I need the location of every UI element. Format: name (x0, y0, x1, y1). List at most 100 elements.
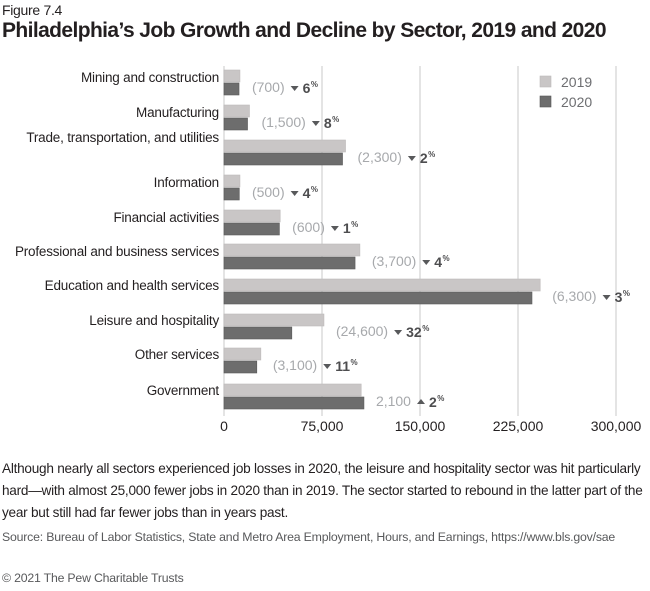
percent-change: 11 (335, 358, 350, 374)
percent-change: 4 (434, 254, 442, 270)
category-label: Leisure and hospitality (89, 313, 219, 328)
percent-symbol: % (437, 394, 444, 403)
up-arrow-icon (416, 399, 425, 404)
percent-symbol: % (443, 254, 450, 263)
bar-2020-9 (223, 396, 365, 410)
percent-symbol: % (428, 150, 435, 159)
x-tick-label: 75,000 (301, 418, 344, 434)
bar-2019-3 (223, 174, 241, 188)
bar-chart: Mining and construction Manufacturing Trad… (15, 66, 642, 434)
annotations: (700) 6 %(1,500) 8 %(2,300) 2 %(500) 4 %(600) 1 %(… (252, 79, 630, 410)
percent-change: 6 (303, 80, 311, 96)
down-arrow-icon (394, 330, 403, 335)
category-label: Information (154, 175, 219, 190)
change-value: (3,700) (372, 253, 416, 269)
legend: 2019 2020 (539, 74, 592, 110)
bar-2020-1 (223, 117, 248, 131)
annotation-5: (3,700) 4% (372, 253, 450, 270)
annotation-2: (2,300) 2% (358, 149, 436, 166)
bar-2020-6 (223, 291, 533, 305)
category-label: Government (147, 383, 220, 398)
change-value: (24,600) (336, 323, 388, 339)
category-label: Professional and business services (15, 244, 220, 259)
annotation-1: (1,500) 8% (261, 114, 339, 131)
down-arrow-icon (290, 86, 299, 91)
percent-symbol: % (332, 115, 339, 124)
change-value: (2,300) (358, 149, 402, 165)
figure-label: Figure 7.4 (2, 2, 63, 18)
percent-change: 8 (324, 115, 332, 131)
down-arrow-icon (330, 226, 339, 231)
legend-swatch-2020 (539, 95, 552, 108)
category-label: Education and health services (45, 278, 220, 293)
category-label: Manufacturing (136, 105, 219, 120)
change-value: (500) (252, 184, 285, 200)
down-arrow-icon (311, 121, 320, 126)
annotation-0: (700) 6% (252, 79, 318, 96)
percent-change: 32 (406, 324, 422, 340)
category-label: Financial activities (113, 210, 219, 225)
bar-2019-5 (223, 243, 361, 257)
source-note: Source: Bureau of Labor Statistics, Stat… (2, 530, 616, 544)
down-arrow-icon (422, 260, 431, 265)
bar-2020-8 (223, 360, 258, 374)
x-tick-label: 225,000 (493, 418, 544, 434)
down-arrow-icon (602, 295, 611, 300)
percent-change: 2 (429, 394, 437, 410)
percent-symbol: % (351, 220, 358, 229)
category-label: Other services (135, 347, 220, 362)
percent-change: 2 (420, 150, 428, 166)
bar-2019-8 (223, 347, 262, 361)
x-tick-label: 150,000 (395, 418, 446, 434)
copyright: © 2021 The Pew Charitable Trusts (2, 571, 184, 585)
bar-2019-7 (223, 313, 325, 327)
annotation-6: (6,300) 3% (552, 288, 630, 305)
change-value: (600) (292, 219, 325, 235)
percent-symbol: % (623, 289, 630, 298)
annotation-9: 2,100 2% (376, 393, 444, 410)
legend-label: 2020 (561, 94, 592, 110)
percent-change: 3 (615, 289, 623, 305)
percent-symbol: % (311, 80, 318, 89)
change-value: (1,500) (261, 114, 305, 130)
x-axis-ticks: 0 75,000 150,000 225,000 300,000 (220, 418, 641, 434)
change-value: (700) (252, 79, 285, 95)
bar-2019-6 (223, 278, 541, 292)
percent-change: 1 (343, 220, 351, 236)
change-value: (6,300) (552, 288, 596, 304)
x-tick-label: 300,000 (591, 418, 642, 434)
annotation-3: (500) 4% (252, 184, 318, 201)
x-tick-label: 0 (220, 418, 228, 434)
bar-2019-2 (223, 139, 346, 153)
bar-2020-2 (223, 152, 343, 166)
category-labels: Mining and construction Manufacturing Trad… (15, 70, 220, 398)
bar-2020-4 (223, 222, 280, 236)
change-value: 2,100 (376, 393, 411, 409)
bar-2020-5 (223, 256, 356, 270)
bar-2019-9 (223, 383, 362, 397)
percent-symbol: % (311, 185, 318, 194)
bar-2019-4 (223, 209, 281, 223)
down-arrow-icon (323, 364, 332, 369)
legend-label: 2019 (561, 74, 592, 90)
chart-title: Philadelphia’s Job Growth and Decline by… (2, 19, 607, 42)
bar-2020-0 (223, 82, 240, 96)
bars (223, 69, 541, 410)
bar-2020-7 (223, 326, 293, 340)
annotation-8: (3,100) 11% (273, 357, 358, 374)
down-arrow-icon (407, 156, 416, 161)
annotation-7: (24,600) 32% (336, 323, 429, 340)
legend-swatch-2019 (539, 75, 552, 88)
category-label: Trade, transportation, and utilities (26, 130, 219, 145)
change-value: (3,100) (273, 357, 317, 373)
bar-2019-0 (223, 69, 241, 83)
down-arrow-icon (290, 191, 299, 196)
caption: Although nearly all sectors experienced … (2, 461, 643, 520)
percent-change: 4 (303, 185, 311, 201)
percent-symbol: % (351, 358, 358, 367)
bar-2020-3 (223, 187, 240, 201)
bar-2019-1 (223, 104, 250, 118)
annotation-4: (600) 1% (292, 219, 358, 236)
category-label: Mining and construction (81, 70, 219, 85)
percent-symbol: % (422, 324, 429, 333)
